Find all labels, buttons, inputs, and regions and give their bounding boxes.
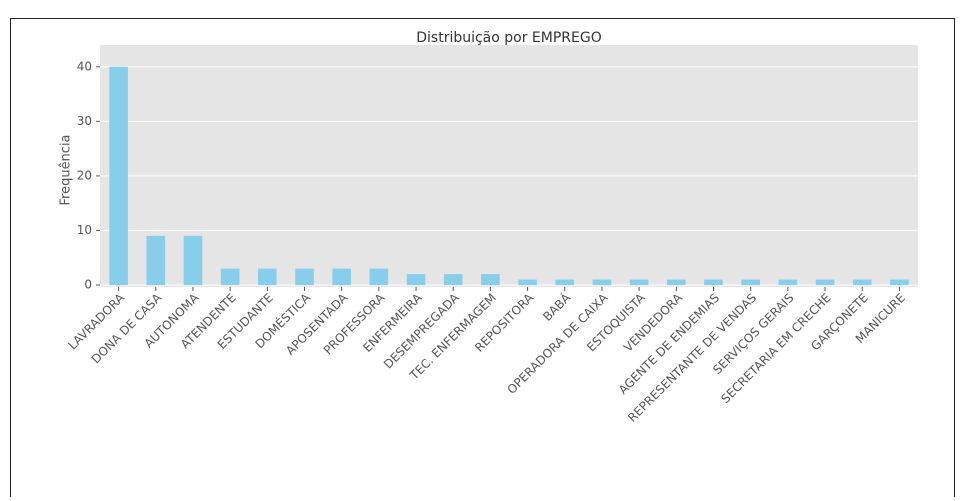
bar [667, 279, 686, 285]
bar [183, 235, 203, 285]
y-axis-label: Frequência [59, 134, 74, 205]
y-tick-label: 0 [84, 278, 92, 292]
bar [815, 279, 835, 285]
bar [592, 279, 612, 285]
bar [555, 279, 575, 285]
bar [369, 268, 389, 285]
bar [258, 268, 277, 285]
y-tick-label: 10 [77, 223, 92, 237]
plot-area [100, 45, 918, 287]
bar [481, 274, 500, 285]
bar [146, 235, 166, 285]
bar [741, 279, 760, 285]
y-tick-label: 40 [77, 59, 92, 73]
bar [406, 274, 426, 285]
bar [295, 268, 314, 285]
bar [778, 279, 798, 285]
bar [704, 279, 723, 285]
x-tick-label: BABÁ [540, 289, 574, 323]
y-tick-label: 20 [77, 168, 92, 182]
bar [332, 268, 351, 285]
chart-title: Distribuição por EMPREGO [416, 30, 602, 46]
y-tick-label: 30 [77, 114, 92, 128]
bar [890, 279, 909, 285]
bar [443, 274, 463, 285]
bar [220, 268, 240, 285]
bar [518, 279, 537, 285]
bar [109, 66, 128, 286]
bar [629, 279, 649, 285]
bar [852, 279, 872, 285]
